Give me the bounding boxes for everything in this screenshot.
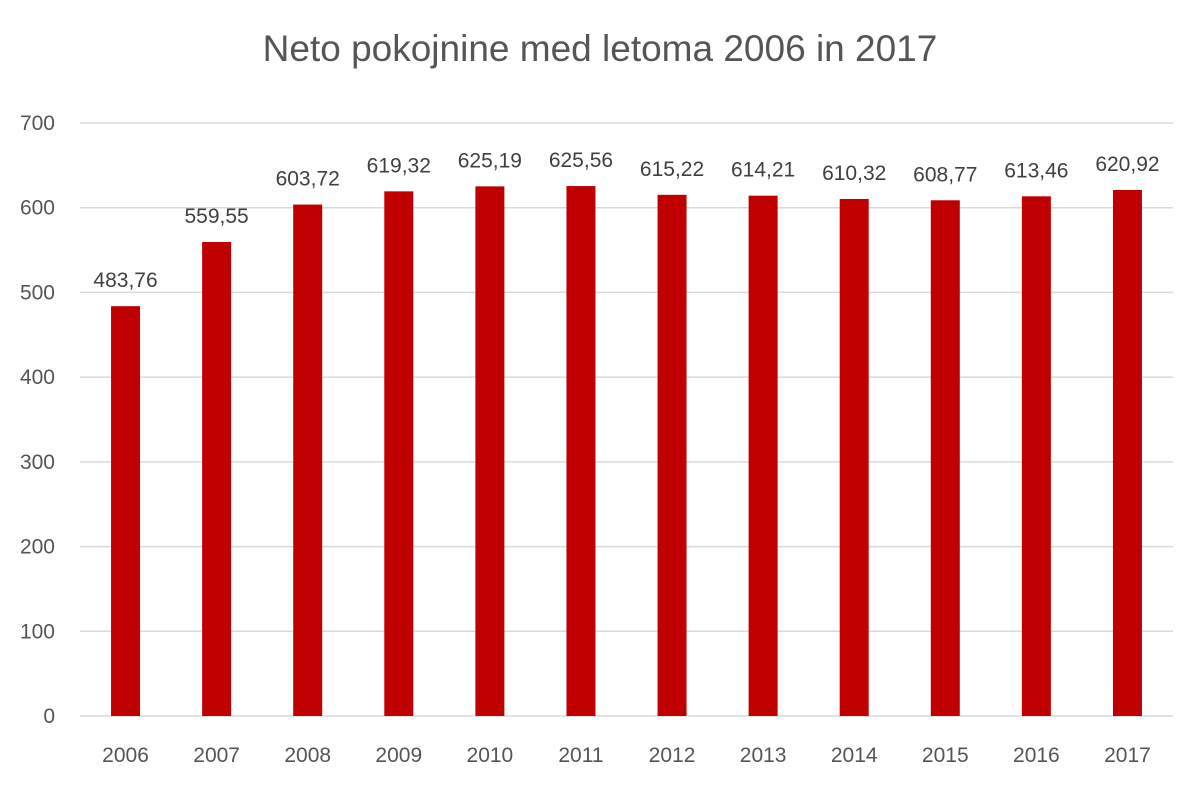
y-tick-label-600: 600 (20, 197, 55, 220)
x-tick-label-2009: 2009 (375, 744, 422, 767)
x-tick-label-2007: 2007 (193, 744, 240, 767)
y-tick-label-0: 0 (43, 705, 55, 728)
bar-2010 (475, 186, 505, 716)
y-tick-label-400: 400 (20, 366, 55, 389)
data-label-2010: 625,19 (458, 149, 522, 172)
y-tick-label-500: 500 (20, 281, 55, 304)
chart-title: Neto pokojnine med letoma 2006 in 2017 (262, 28, 938, 69)
y-tick-label-700: 700 (20, 112, 55, 135)
y-tick-label-100: 100 (20, 620, 55, 643)
bar-2007 (202, 241, 232, 717)
data-label-2014: 610,32 (822, 162, 886, 185)
data-label-2009: 619,32 (367, 154, 431, 177)
bar-2006 (111, 306, 141, 716)
data-label-2007: 559,55 (185, 205, 249, 228)
data-label-2017: 620,92 (1095, 153, 1159, 176)
x-tick-label-2014: 2014 (831, 744, 878, 767)
bar-2015 (930, 200, 960, 716)
data-label-2013: 614,21 (731, 159, 795, 182)
y-tick-label-200: 200 (20, 536, 55, 559)
bar-2009 (384, 191, 414, 717)
data-label-2011: 625,56 (549, 149, 613, 172)
data-label-2016: 613,46 (1004, 159, 1068, 182)
x-tick-label-2016: 2016 (1013, 744, 1060, 767)
y-tick-label-300: 300 (20, 451, 55, 474)
bar-2011 (566, 186, 596, 717)
x-tick-label-2013: 2013 (740, 744, 787, 767)
x-tick-label-2017: 2017 (1104, 744, 1151, 767)
x-tick-label-2012: 2012 (649, 744, 696, 767)
data-label-2008: 603,72 (276, 168, 340, 191)
x-tick-label-2015: 2015 (922, 744, 969, 767)
x-tick-label-2006: 2006 (102, 744, 149, 767)
x-tick-label-2011: 2011 (558, 744, 603, 767)
data-label-2012: 615,22 (640, 158, 704, 181)
bar-2014 (839, 198, 869, 716)
bar-2017 (1112, 189, 1142, 716)
bar-2012 (657, 194, 687, 716)
bar-2008 (293, 204, 323, 716)
x-tick-label-2008: 2008 (284, 744, 331, 767)
data-label-2015: 608,77 (913, 163, 977, 186)
data-label-2006: 483,76 (93, 269, 157, 292)
bar-2016 (1021, 196, 1051, 716)
bar-2013 (748, 195, 778, 716)
x-tick-label-2010: 2010 (467, 744, 514, 767)
